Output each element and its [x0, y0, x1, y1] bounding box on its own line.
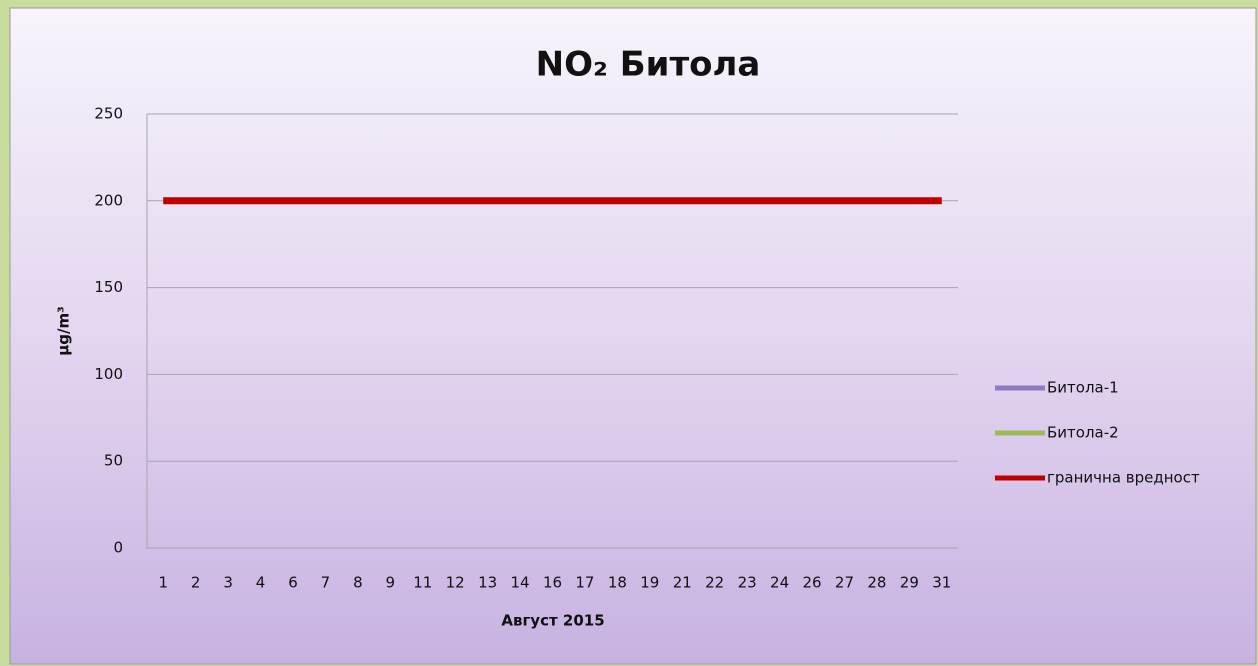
y-axis-title: μg/m³ [55, 306, 73, 355]
x-tick-label: 14 [511, 574, 530, 592]
chart-panel [9, 7, 1257, 665]
y-tick-label: 100 [94, 365, 123, 383]
x-tick-label: 11 [413, 574, 432, 592]
legend-label: Битола-1 [1047, 379, 1119, 397]
x-tick-label: 27 [835, 574, 854, 592]
y-tick-label: 250 [94, 105, 123, 123]
legend-label: Битола-2 [1047, 424, 1119, 442]
x-tick-label: 3 [223, 574, 233, 592]
y-tick-label: 50 [104, 452, 123, 470]
x-tick-label: 16 [543, 574, 562, 592]
x-tick-label: 28 [867, 574, 886, 592]
x-tick-label: 7 [321, 574, 331, 592]
y-tick-label: 200 [94, 191, 123, 209]
x-tick-label: 2 [191, 574, 201, 592]
x-tick-label: 18 [608, 574, 627, 592]
x-tick-label: 21 [673, 574, 692, 592]
x-axis-title: Август 2015 [501, 612, 604, 630]
chart-title: NO₂ Битола [536, 45, 761, 85]
x-tick-label: 22 [705, 574, 724, 592]
x-tick-label: 9 [386, 574, 396, 592]
x-tick-label: 12 [446, 574, 465, 592]
x-tick-label: 17 [575, 574, 594, 592]
x-tick-label: 29 [900, 574, 919, 592]
x-tick-label: 31 [932, 574, 951, 592]
x-tick-label: 13 [478, 574, 497, 592]
x-tick-label: 4 [256, 574, 266, 592]
legend-label: гранична вредност [1047, 469, 1200, 487]
x-tick-label: 8 [353, 574, 363, 592]
x-tick-label: 26 [802, 574, 821, 592]
x-tick-label: 24 [770, 574, 789, 592]
y-tick-label: 0 [113, 539, 123, 557]
x-tick-label: 6 [288, 574, 298, 592]
x-tick-label: 1 [158, 574, 168, 592]
x-tick-label: 23 [738, 574, 757, 592]
y-tick-label: 150 [94, 278, 123, 296]
x-tick-label: 19 [640, 574, 659, 592]
